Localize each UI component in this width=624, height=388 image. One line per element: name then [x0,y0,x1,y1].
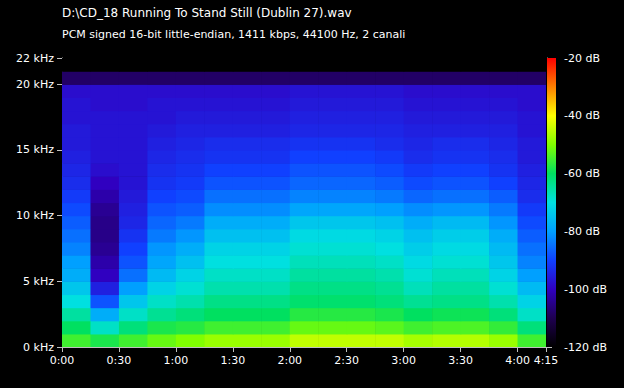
svg-text:0 kHz: 0 kHz [23,341,54,354]
svg-text:15 kHz: 15 kHz [16,143,54,156]
svg-text:1:00: 1:00 [164,354,189,367]
svg-text:-120 dB: -120 dB [564,341,607,354]
svg-text:2:30: 2:30 [334,354,359,367]
svg-text:-80 dB: -80 dB [564,225,600,238]
svg-text:3:00: 3:00 [391,354,416,367]
svg-text:3:30: 3:30 [448,354,473,367]
svg-text:4:00: 4:00 [505,354,530,367]
svg-text:22 kHz: 22 kHz [16,52,54,65]
svg-text:4:15: 4:15 [534,354,559,367]
svg-text:PCM signed 16-bit little-endia: PCM signed 16-bit little-endian, 1411 kb… [62,28,405,41]
svg-text:-20 dB: -20 dB [564,52,600,65]
svg-text:-100 dB: -100 dB [564,283,607,296]
svg-text:-60 dB: -60 dB [564,167,600,180]
svg-text:10 kHz: 10 kHz [16,209,54,222]
svg-text:0:30: 0:30 [107,354,132,367]
svg-text:D:\CD_18 Running To Stand Stil: D:\CD_18 Running To Stand Still (Dublin … [62,6,352,20]
svg-text:5 kHz: 5 kHz [23,275,54,288]
svg-text:20 kHz: 20 kHz [16,78,54,91]
svg-text:2:00: 2:00 [277,354,302,367]
svg-text:1:30: 1:30 [220,354,245,367]
svg-text:0:00: 0:00 [50,354,75,367]
svg-text:-40 dB: -40 dB [564,109,600,122]
